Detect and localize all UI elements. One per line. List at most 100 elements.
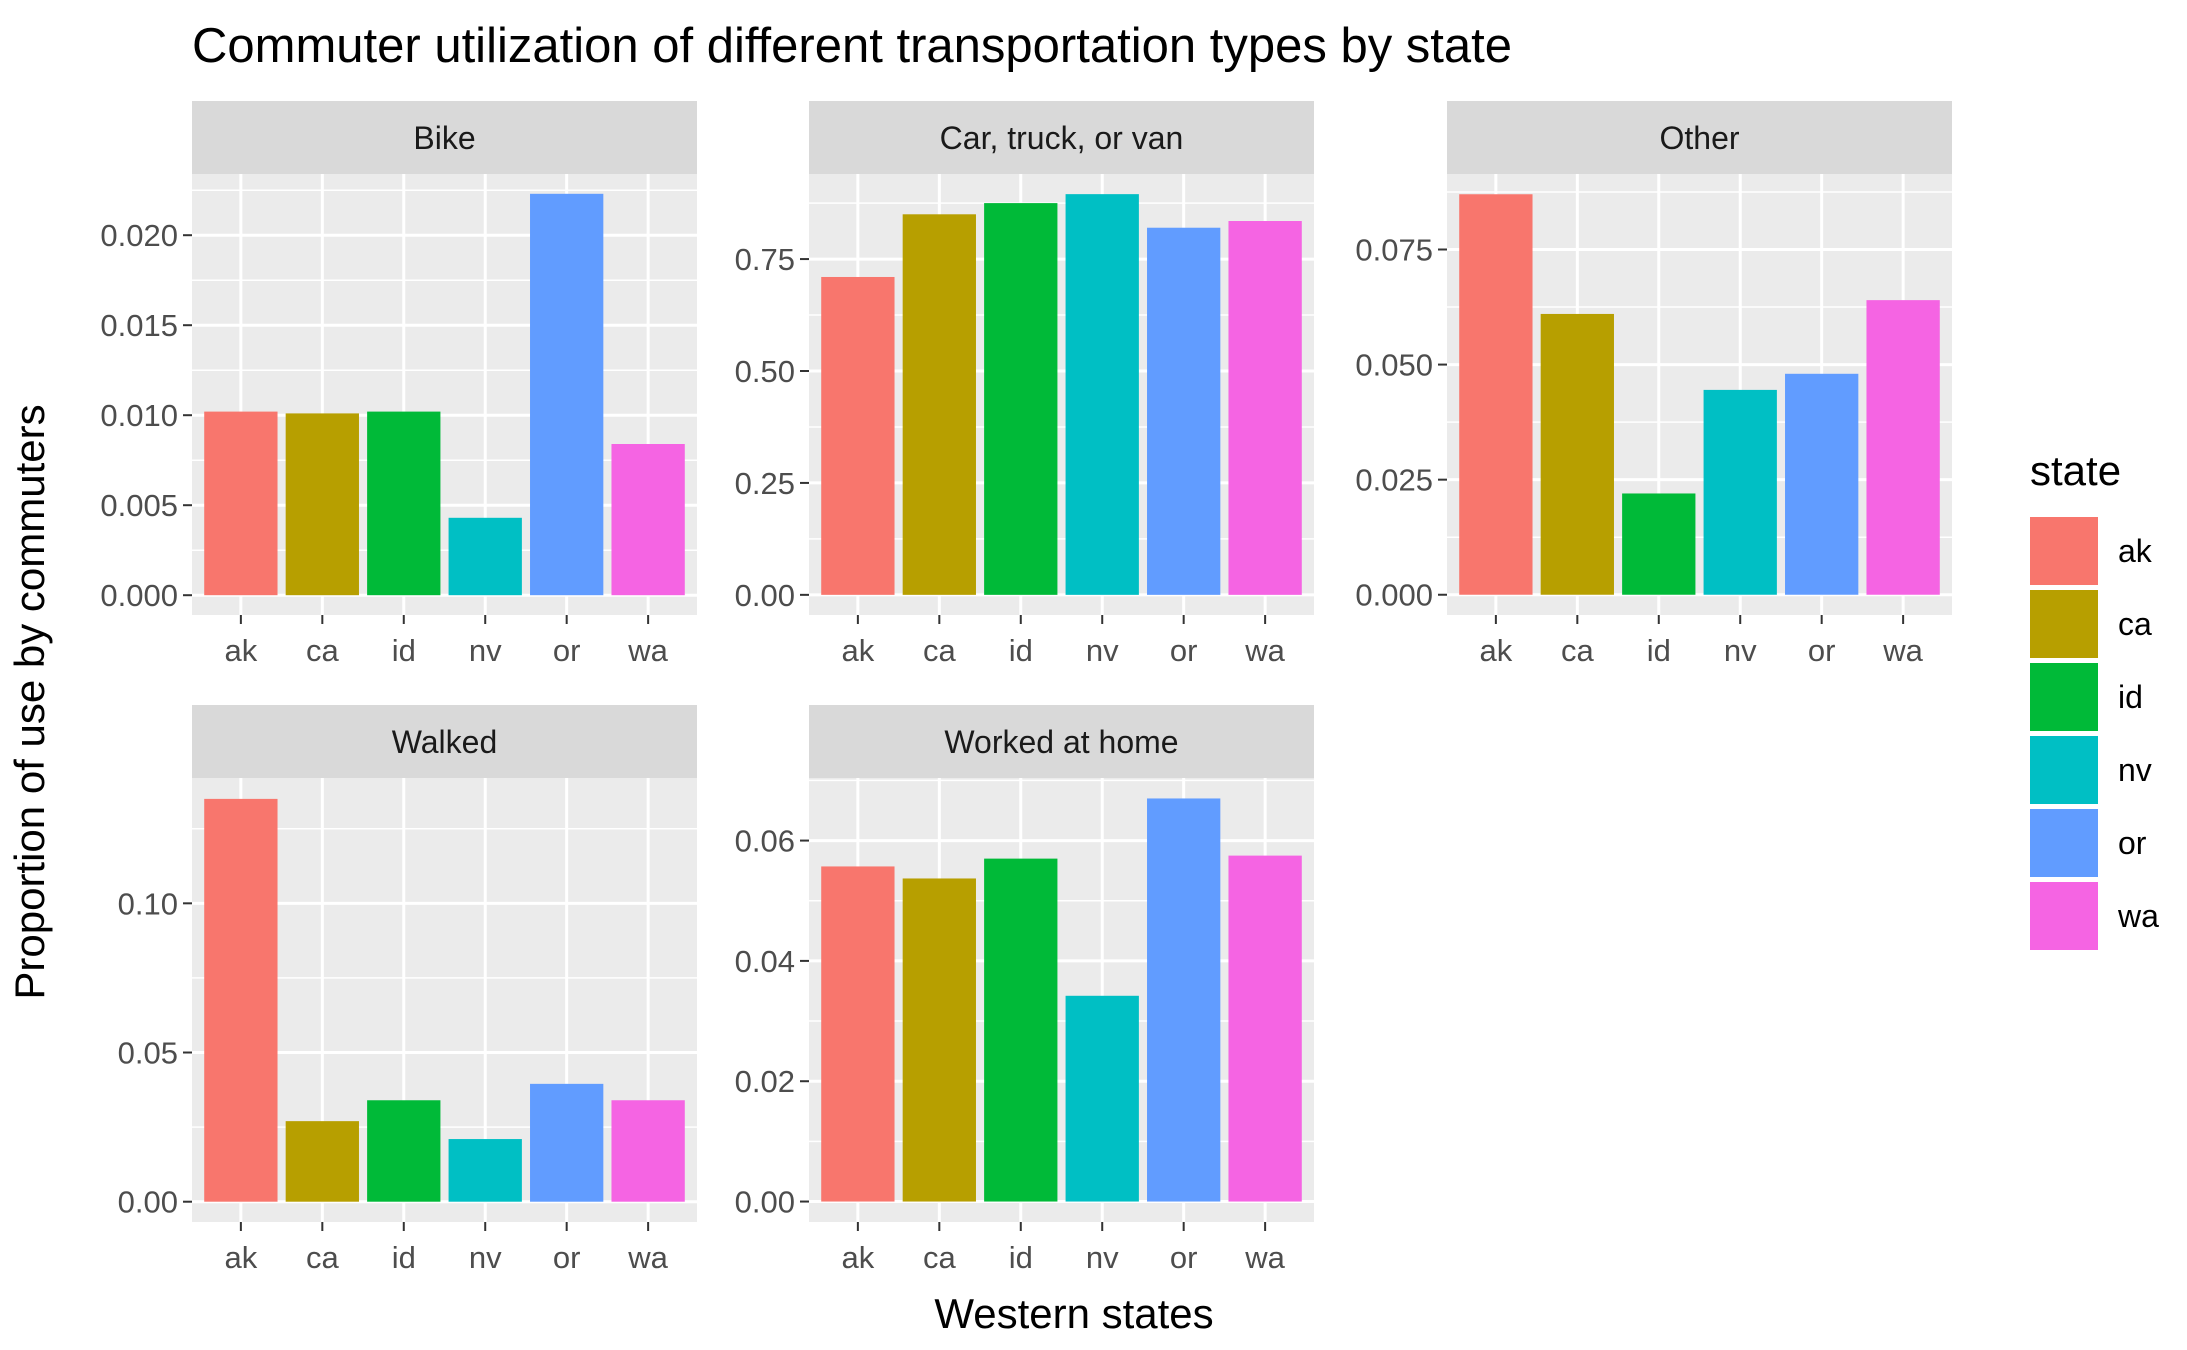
y-tick-label: 0.020 <box>100 218 178 253</box>
legend: state ak ca id nv or wa <box>2030 447 2159 950</box>
bar-id <box>367 1100 441 1202</box>
facet-strip <box>1447 101 1952 174</box>
bar-nv <box>1703 389 1777 595</box>
x-tick-label: ca <box>923 633 957 668</box>
facet-strip-label: Bike <box>413 120 475 156</box>
y-tick-label: 0.06 <box>735 824 795 859</box>
facet-panel-2: Car, truck, or van 0.00 0.25 0.50 0.75 ak ca id… <box>735 101 1314 668</box>
legend-label-ca: ca <box>2118 606 2152 642</box>
facet-strip-label: Worked at home <box>944 724 1178 760</box>
bar-id <box>984 858 1058 1202</box>
legend-key-id <box>2030 663 2098 731</box>
x-tick-label: or <box>1170 1240 1198 1275</box>
bar-ca <box>902 878 976 1202</box>
bar-id <box>367 411 441 596</box>
x-tick-label: nv <box>1086 1240 1119 1275</box>
facet-strip-label: Walked <box>392 724 498 760</box>
facet-strip <box>809 101 1314 174</box>
facet-panel-4: Walked 0.00 0.05 0.10 ak ca id nv or wa <box>118 705 697 1275</box>
y-tick-label: 0.02 <box>735 1064 795 1099</box>
facet-strip-label: Other <box>1659 120 1739 156</box>
bar-id <box>1622 493 1696 595</box>
x-tick-label: wa <box>627 1240 668 1275</box>
x-tick-label: wa <box>1882 633 1923 668</box>
bar-wa <box>611 1100 685 1202</box>
y-tick-label: 0.00 <box>735 1185 795 1220</box>
facet-panel-3: Other 0.000 0.025 0.050 0.075 ak ca id nv or wa <box>1355 101 1952 668</box>
facet-panels: Bike 0.000 0.005 0.010 0.015 0.020 ak ca id nv or w… <box>100 101 1952 1275</box>
legend-key-or <box>2030 809 2098 877</box>
y-tick-label: 0.04 <box>735 944 795 979</box>
x-tick-label: ak <box>224 633 257 668</box>
bar-wa <box>1228 855 1302 1202</box>
y-tick-label: 0.00 <box>118 1185 178 1220</box>
y-tick-label: 0.00 <box>735 578 795 613</box>
legend-label-id: id <box>2118 679 2143 715</box>
x-tick-label: nv <box>1724 633 1757 668</box>
legend-label-ak: ak <box>2118 533 2153 569</box>
bar-ak <box>1459 194 1533 595</box>
legend-label-nv: nv <box>2118 752 2152 788</box>
bar-nv <box>448 1139 522 1202</box>
bar-nv <box>1065 194 1139 595</box>
y-tick-label: 0.50 <box>735 354 795 389</box>
y-tick-label: 0.000 <box>100 578 178 613</box>
x-tick-label: ca <box>923 1240 957 1275</box>
x-tick-label: or <box>553 1240 581 1275</box>
y-tick-label: 0.075 <box>1355 232 1433 267</box>
bar-or <box>530 1083 604 1202</box>
bar-ak <box>204 798 278 1202</box>
y-tick-label: 0.25 <box>735 466 795 501</box>
bar-or <box>1147 227 1221 595</box>
x-tick-label: ak <box>224 1240 257 1275</box>
x-tick-label: ca <box>306 1240 340 1275</box>
legend-key-wa <box>2030 882 2098 950</box>
bar-ak <box>204 411 278 596</box>
x-tick-label: wa <box>1244 1240 1285 1275</box>
bar-ak <box>821 276 895 595</box>
x-tick-label: ak <box>1479 633 1512 668</box>
legend-key-nv <box>2030 736 2098 804</box>
bar-wa <box>1228 221 1302 595</box>
y-tick-label: 0.05 <box>118 1036 178 1071</box>
facet-strip-label: Car, truck, or van <box>940 120 1184 156</box>
facet-strip <box>192 705 697 778</box>
y-tick-label: 0.75 <box>735 242 795 277</box>
legend-key-ak <box>2030 517 2098 585</box>
x-tick-label: or <box>1170 633 1198 668</box>
x-tick-label: nv <box>1086 633 1119 668</box>
y-tick-label: 0.050 <box>1355 348 1433 383</box>
y-tick-label: 0.010 <box>100 398 178 433</box>
bar-wa <box>1866 300 1940 595</box>
x-tick-label: nv <box>469 1240 502 1275</box>
x-tick-label: nv <box>469 633 502 668</box>
legend-key-ca <box>2030 590 2098 658</box>
x-tick-label: ak <box>841 1240 874 1275</box>
y-tick-label: 0.10 <box>118 886 178 921</box>
bar-or <box>530 193 604 596</box>
bar-ak <box>821 866 895 1202</box>
legend-label-wa: wa <box>2117 898 2159 934</box>
x-tick-label: or <box>1808 633 1836 668</box>
x-tick-label: or <box>553 633 581 668</box>
y-tick-label: 0.000 <box>1355 578 1433 613</box>
y-axis-title: Proportion of use by commuters <box>6 404 53 999</box>
y-tick-label: 0.015 <box>100 308 178 343</box>
bar-id <box>984 203 1058 595</box>
x-tick-label: id <box>1009 633 1033 668</box>
facet-panel-5: Worked at home 0.00 0.02 0.04 0.06 ak ca id nv or… <box>735 705 1314 1275</box>
legend-title: state <box>2030 447 2121 494</box>
x-tick-label: ak <box>841 633 874 668</box>
facet-panel-1: Bike 0.000 0.005 0.010 0.015 0.020 ak ca id nv or w… <box>100 101 697 668</box>
facet-strip <box>809 705 1314 778</box>
x-tick-label: wa <box>1244 633 1285 668</box>
y-tick-label: 0.005 <box>100 488 178 523</box>
legend-label-or: or <box>2118 825 2147 861</box>
x-tick-label: ca <box>1561 633 1595 668</box>
x-tick-label: id <box>392 1240 416 1275</box>
x-tick-label: ca <box>306 633 340 668</box>
bar-ca <box>902 214 976 595</box>
x-tick-label: id <box>392 633 416 668</box>
x-tick-label: id <box>1647 633 1671 668</box>
